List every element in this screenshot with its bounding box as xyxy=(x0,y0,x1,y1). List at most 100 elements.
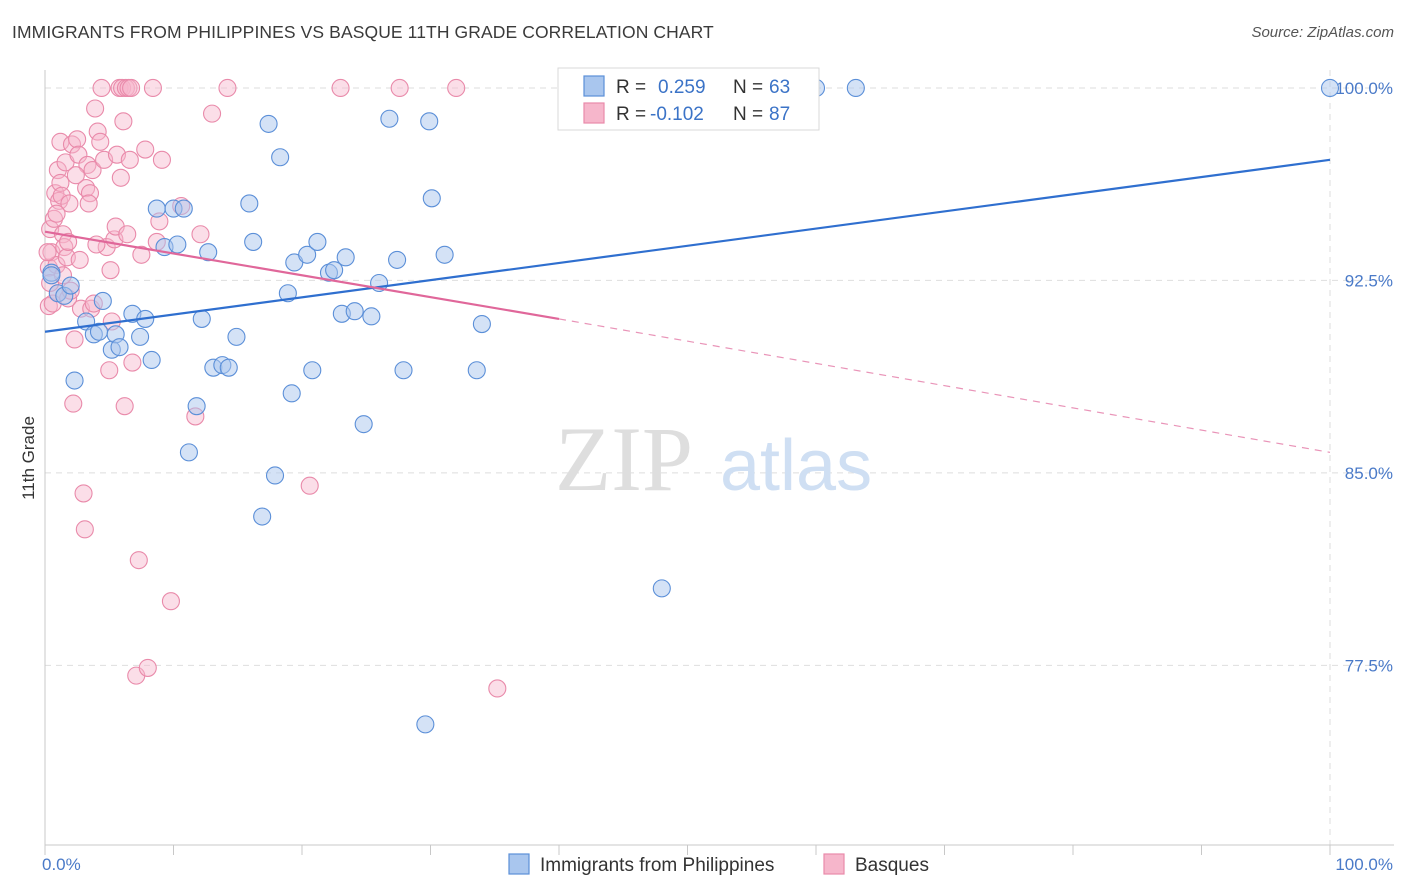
data-point-philippines xyxy=(192,309,211,328)
y-tick-label: 100.0% xyxy=(1335,79,1393,98)
data-point-philippines xyxy=(345,302,364,321)
data-point-basques xyxy=(118,225,137,244)
data-point-philippines xyxy=(282,384,301,403)
data-point-philippines xyxy=(199,243,218,262)
data-point-basques xyxy=(123,353,142,372)
data-point-philippines xyxy=(271,148,290,167)
data-point-philippines xyxy=(253,507,272,526)
data-point-philippines xyxy=(265,466,285,485)
series-swatch-basques xyxy=(823,853,845,875)
data-point-philippines xyxy=(422,189,441,208)
data-point-philippines xyxy=(325,261,344,280)
gridlines xyxy=(45,70,1390,845)
data-point-philippines xyxy=(846,78,865,98)
data-point-philippines xyxy=(168,235,187,254)
data-point-philippines xyxy=(244,232,263,251)
data-point-basques xyxy=(143,78,162,98)
data-point-philippines xyxy=(147,199,166,218)
data-point-basques xyxy=(129,551,148,570)
data-point-basques xyxy=(64,394,83,413)
data-point-basques xyxy=(92,78,111,98)
watermark-zip: ZIP xyxy=(555,408,693,510)
source-note: Source: ZipAtlas.com xyxy=(1251,24,1394,41)
legend-r-value-1: 0.259 xyxy=(658,77,706,98)
data-point-basques xyxy=(83,161,102,180)
trend-line-philippines xyxy=(44,158,1331,333)
data-point-philippines xyxy=(362,307,381,326)
data-point-basques xyxy=(138,658,157,677)
data-point-basques xyxy=(52,186,71,205)
y-tick-label: 85.0% xyxy=(1345,464,1393,483)
x-tick-label: 0.0% xyxy=(42,855,81,874)
data-point-basques xyxy=(300,476,319,495)
data-point-basques xyxy=(111,168,130,187)
data-point-basques xyxy=(38,243,57,262)
series-label-basques: Basques xyxy=(855,855,929,876)
data-point-philippines xyxy=(435,245,454,264)
data-point-basques xyxy=(331,78,350,98)
data-point-basques xyxy=(122,78,141,98)
correlation-legend: R = 0.259 N = 63 R = -0.102 N = 87 xyxy=(557,67,820,131)
data-point-philippines xyxy=(187,397,206,416)
data-point-basques xyxy=(69,145,88,164)
data-point-philippines xyxy=(42,266,61,285)
legend-n-value-1: 63 xyxy=(769,77,790,98)
philippines-points xyxy=(42,78,1340,734)
data-point-philippines xyxy=(1320,78,1340,98)
data-point-basques xyxy=(136,140,155,159)
data-point-philippines xyxy=(467,361,486,380)
y-tick-label: 92.5% xyxy=(1345,271,1393,290)
data-point-basques xyxy=(65,330,84,349)
data-point-basques xyxy=(51,173,70,192)
data-point-philippines xyxy=(298,245,317,264)
watermark-atlas: atlas xyxy=(720,426,872,506)
series-label-philippines: Immigrants from Philippines xyxy=(540,855,774,876)
data-point-philippines xyxy=(278,284,297,303)
y-axis-title: 11th Grade xyxy=(19,416,38,500)
x-tick-label: 100.0% xyxy=(1335,855,1393,874)
data-point-philippines xyxy=(388,250,407,269)
data-point-philippines xyxy=(240,194,259,213)
data-point-basques xyxy=(44,209,64,228)
trend-line-basques xyxy=(44,230,560,321)
legend-n-value-2: 87 xyxy=(769,104,790,125)
data-point-basques xyxy=(390,78,409,98)
data-point-philippines xyxy=(416,715,435,734)
legend-swatch-blue xyxy=(583,75,605,97)
data-point-basques xyxy=(447,78,466,98)
trend-lines xyxy=(44,158,1331,453)
data-point-basques xyxy=(100,361,119,380)
data-point-philippines xyxy=(110,338,129,357)
data-point-basques xyxy=(62,135,82,154)
trend-line-basques-extension xyxy=(558,318,1331,453)
data-point-basques xyxy=(203,104,222,123)
data-point-philippines xyxy=(174,199,193,218)
data-point-philippines xyxy=(131,327,150,346)
data-point-philippines xyxy=(308,232,327,251)
watermark: ZIP atlas xyxy=(555,408,872,510)
data-point-basques xyxy=(88,122,107,141)
data-point-basques xyxy=(191,225,210,244)
x-tick-labels: 0.0% 100.0% xyxy=(42,855,1393,874)
data-point-basques xyxy=(59,232,78,251)
data-point-basques xyxy=(218,78,237,98)
data-point-philippines xyxy=(93,291,112,311)
data-point-basques xyxy=(488,679,507,698)
legend-swatch-pink xyxy=(583,102,605,124)
data-point-philippines xyxy=(259,114,278,133)
data-point-basques xyxy=(47,204,66,223)
data-point-basques xyxy=(101,261,120,280)
y-tick-labels: 77.5% 85.0% 92.5% 100.0% xyxy=(1335,79,1393,675)
data-point-basques xyxy=(70,250,89,269)
data-point-basques xyxy=(161,592,180,611)
data-point-philippines xyxy=(472,315,491,334)
legend-r-value-2: -0.102 xyxy=(650,104,704,125)
data-point-basques xyxy=(68,130,87,149)
data-point-basques xyxy=(86,99,105,118)
legend-n-label-1: N = xyxy=(733,77,763,98)
data-point-basques xyxy=(79,194,98,213)
data-point-basques xyxy=(60,194,79,213)
data-point-philippines xyxy=(179,443,198,462)
data-point-basques xyxy=(115,397,134,416)
basques-points xyxy=(38,78,507,698)
